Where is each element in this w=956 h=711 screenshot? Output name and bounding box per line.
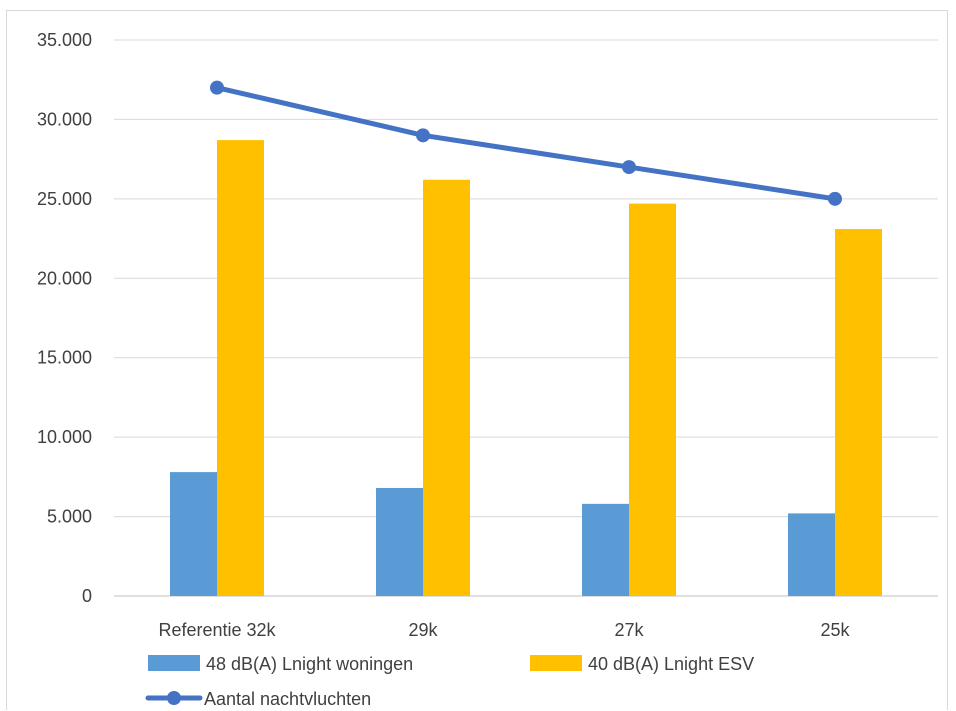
y-tick-label: 35.000: [37, 30, 92, 50]
line-marker: [416, 128, 430, 143]
line-nachtvluchten: [214, 85, 838, 202]
line-marker: [622, 160, 636, 175]
y-tick-label: 0: [82, 586, 92, 606]
legend-label: 48 dB(A) Lnight woningen: [206, 654, 413, 674]
bar-woningen: [376, 487, 423, 596]
x-tick-label: Referentie 32k: [158, 620, 276, 640]
x-tick-label: 27k: [614, 620, 644, 640]
legend-swatch: [148, 655, 200, 671]
x-axis-ticks: Referentie 32k 29k 27k 25k: [158, 620, 850, 640]
y-tick-label: 15.000: [37, 348, 92, 368]
chart-frame: [6, 10, 948, 710]
legend: 48 dB(A) Lnight woningen 40 dB(A) Lnight …: [145, 654, 754, 709]
bar-esv: [835, 229, 882, 597]
x-tick-label: 25k: [820, 620, 850, 640]
bar-woningen: [170, 472, 217, 596]
line-marker: [828, 191, 842, 206]
bar-esv: [217, 140, 264, 596]
legend-label: 40 dB(A) Lnight ESV: [588, 654, 754, 674]
bar-woningen: [582, 503, 629, 596]
legend-label: Aantal nachtvluchten: [204, 689, 371, 709]
bar-esv: [629, 203, 676, 596]
bar-esv: [423, 179, 470, 596]
y-axis-ticks: 0 5.000 10.000 15.000 20.000 25.000 30.000 35.0…: [37, 30, 92, 606]
legend-swatch: [530, 655, 582, 671]
bars: [170, 140, 882, 597]
line-marker: [210, 80, 224, 95]
x-tick-label: 29k: [408, 620, 438, 640]
y-tick-label: 5.000: [47, 507, 92, 527]
y-tick-label: 10.000: [37, 427, 92, 447]
y-tick-label: 30.000: [37, 109, 92, 129]
bar-woningen: [788, 513, 835, 596]
y-tick-label: 25.000: [37, 189, 92, 209]
line-series: [210, 80, 842, 206]
y-tick-label: 20.000: [37, 268, 92, 288]
legend-marker: [167, 691, 181, 705]
